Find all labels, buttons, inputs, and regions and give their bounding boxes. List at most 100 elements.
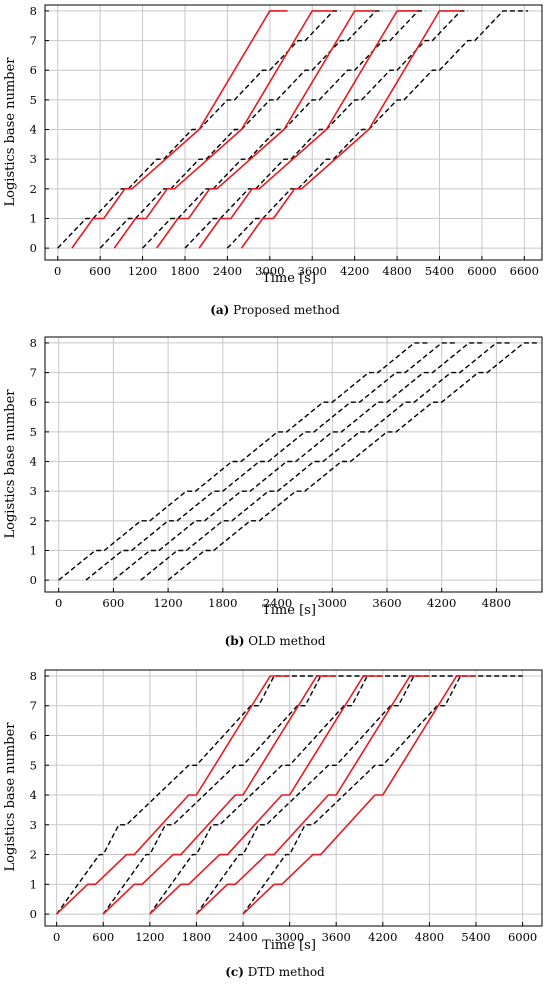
x-tick-label: 600: [89, 264, 111, 278]
caption-tag-c: (c): [225, 965, 244, 979]
x-axis-label-c: Time [s]: [262, 938, 316, 953]
x-tick-label: 1800: [208, 596, 237, 610]
x-tick-label: 6000: [467, 264, 496, 278]
dashed-series-c-2: [149, 675, 414, 915]
x-tick-label: 3000: [318, 596, 347, 610]
y-tick-label: 6: [30, 395, 37, 409]
caption-tag-b: (b): [225, 634, 245, 648]
dashed-series-b-1: [85, 342, 456, 581]
y-axis-label-b: Logistics base number: [3, 389, 18, 539]
y-tick-label: 8: [30, 4, 37, 18]
x-tick-label: 4200: [368, 930, 397, 944]
x-tick-label: 4200: [427, 596, 456, 610]
caption-text-c: DTD method: [244, 965, 325, 979]
panel-c: 0 600 1200 1800 2400 3000 3600 4200 4800 5400 6000…: [3, 669, 543, 979]
plot-border-b: [44, 336, 543, 593]
dashed-series-c-0: [56, 675, 321, 915]
x-tick-label: 0: [54, 264, 61, 278]
caption-text-b: OLD method: [244, 634, 325, 648]
dashed-series-c-4: [242, 675, 523, 915]
solid-series-a-5: [71, 10, 288, 249]
solid-series-c-8: [195, 675, 430, 915]
y-tick-label: 2: [30, 182, 37, 196]
y-tick-label: 0: [30, 573, 37, 587]
x-tick-label: 1200: [135, 930, 164, 944]
x-tick-label: 1800: [182, 930, 211, 944]
x-tick-label: 3600: [372, 596, 401, 610]
y-tick-label: 6: [30, 728, 37, 742]
plot-frame-a: [44, 4, 543, 261]
y-tick-label: 1: [30, 211, 37, 225]
y-tick-label: 3: [30, 818, 37, 832]
y-tick-label: 8: [30, 336, 37, 350]
caption-tag-a: (a): [210, 303, 229, 317]
x-tick-label: 600: [92, 930, 114, 944]
dashed-series-c-1: [102, 675, 368, 915]
plot-border-c: [44, 669, 543, 927]
caption-a: (a) Proposed method: [210, 303, 340, 317]
caption-b: (b) OLD method: [225, 634, 326, 648]
y-tick-label: 2: [30, 514, 37, 528]
y-tick-label: 2: [30, 848, 37, 862]
x-tick-label: 6000: [508, 930, 537, 944]
y-axis-label-c: Logistics base number: [3, 722, 18, 872]
x-axis-label-b: Time [s]: [262, 603, 316, 618]
dashed-series-b-0: [58, 342, 428, 581]
caption-text-a: Proposed method: [229, 303, 340, 317]
y-tick-label: 4: [30, 123, 37, 137]
x-tick-label: 4800: [482, 596, 511, 610]
solid-series-c-6: [102, 675, 337, 915]
x-tick-label: 2400: [213, 264, 242, 278]
solid-series-a-7: [156, 10, 376, 249]
solid-series-a-8: [198, 10, 419, 249]
y-tick-label: 1: [30, 877, 37, 891]
x-tick-label: 2400: [228, 930, 257, 944]
x-tick-label: 1200: [128, 264, 157, 278]
y-tick-label: 5: [30, 425, 37, 439]
x-tick-label: 6600: [510, 264, 539, 278]
dashed-series-b-2: [112, 342, 483, 581]
plot-frame-b: [44, 336, 543, 593]
x-axis-label-a: Time [s]: [262, 271, 316, 286]
panel-b: 0 600 1200 1800 2400 3000 3600 4200 4800 0 1 2 3 4 5 6 7…: [3, 336, 543, 648]
plot-area-b: 0 600 1200 1800 2400 3000 3600 4200 4800 0 1 2 3 4 5 6 7…: [30, 336, 543, 610]
x-tick-label: 1200: [153, 596, 182, 610]
x-tick-label: 3000: [255, 264, 284, 278]
y-tick-label: 0: [30, 907, 37, 921]
x-tick-label: 3600: [298, 264, 327, 278]
y-axis-label-a: Logistics base number: [3, 57, 18, 207]
dashed-series-c-3: [195, 675, 461, 915]
y-tick-label: 5: [30, 758, 37, 772]
x-tick-label: 0: [53, 930, 60, 944]
solid-series-c-9: [242, 675, 476, 915]
y-tick-label: 0: [30, 241, 37, 255]
y-tick-label: 1: [30, 543, 37, 557]
x-tick-label: 4800: [382, 264, 411, 278]
x-tick-label: 3600: [322, 930, 351, 944]
dashed-series-b-3: [140, 342, 511, 581]
y-tick-label: 4: [30, 788, 37, 802]
solid-series-c-5: [56, 675, 290, 915]
solid-series-a-9: [240, 10, 461, 249]
panel-a: 0 600 1200 1800 2400 3000 3600 4200 4800 5400 6000…: [3, 4, 543, 317]
x-tick-label: 4800: [415, 930, 444, 944]
x-tick-label: 4200: [340, 264, 369, 278]
x-tick-label: 0: [55, 596, 62, 610]
dashed-series-b-4: [167, 342, 538, 581]
y-tick-label: 5: [30, 93, 37, 107]
plot-border-a: [44, 4, 543, 261]
y-tick-label: 7: [30, 34, 37, 48]
y-tick-label: 6: [30, 63, 37, 77]
y-tick-label: 7: [30, 366, 37, 380]
caption-c: (c) DTD method: [225, 965, 325, 979]
plot-area-a: 0 600 1200 1800 2400 3000 3600 4200 4800 5400 6000…: [30, 4, 543, 278]
y-tick-label: 4: [30, 455, 37, 469]
x-tick-label: 3000: [275, 930, 304, 944]
y-tick-label: 8: [30, 669, 37, 683]
y-tick-label: 3: [30, 484, 37, 498]
solid-series-c-7: [149, 675, 383, 915]
x-tick-label: 1800: [170, 264, 199, 278]
y-tick-label: 3: [30, 152, 37, 166]
x-tick-label: 5400: [461, 930, 490, 944]
